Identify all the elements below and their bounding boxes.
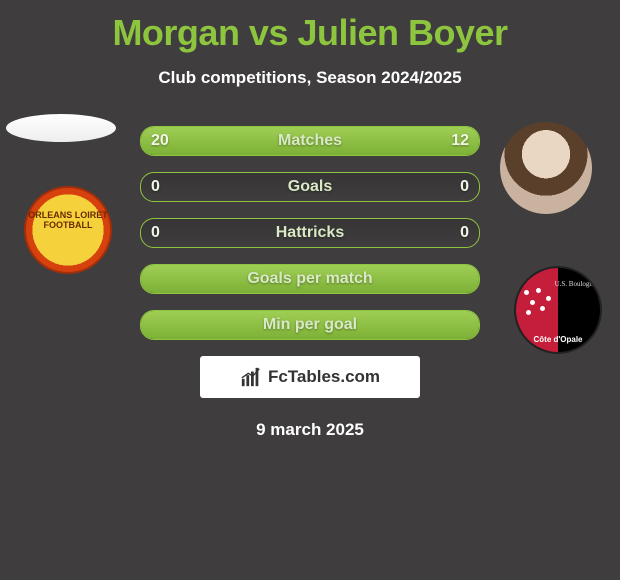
club-right-badge: U.S. Boulogne Côte d'Opale	[514, 266, 602, 354]
chart-icon	[240, 366, 262, 388]
player-right-avatar	[500, 122, 592, 214]
stat-label: Goals per match	[141, 270, 479, 288]
club-left-badge: ORLEANS LOIRET FOOTBALL	[24, 186, 112, 274]
stat-label: Hattricks	[141, 224, 479, 242]
stat-label: Goals	[141, 178, 479, 196]
stat-label: Matches	[141, 132, 479, 150]
stat-bar: 00Goals	[140, 172, 480, 202]
club-right-name: Côte d'Opale	[516, 335, 600, 344]
stat-label: Min per goal	[141, 316, 479, 334]
stat-bar: Goals per match	[140, 264, 480, 294]
stat-bars: 2012Matches 00Goals 00Hattricks Goals per m…	[140, 126, 480, 340]
player-left-avatar	[6, 114, 116, 142]
subtitle: Club competitions, Season 2024/2025	[0, 68, 620, 88]
watermark: FcTables.com	[200, 356, 420, 398]
club-right-dots-icon	[522, 288, 552, 318]
club-left-name: ORLEANS LOIRET FOOTBALL	[26, 210, 110, 230]
club-right-topname: U.S. Boulogne	[555, 280, 596, 288]
watermark-text: FcTables.com	[268, 367, 380, 387]
page-title: Morgan vs Julien Boyer	[0, 0, 620, 54]
date-label: 9 march 2025	[0, 420, 620, 440]
comparison-area: ORLEANS LOIRET FOOTBALL U.S. Boulogne Cô…	[0, 126, 620, 340]
stat-bar: 2012Matches	[140, 126, 480, 156]
stat-bar: Min per goal	[140, 310, 480, 340]
stat-bar: 00Hattricks	[140, 218, 480, 248]
